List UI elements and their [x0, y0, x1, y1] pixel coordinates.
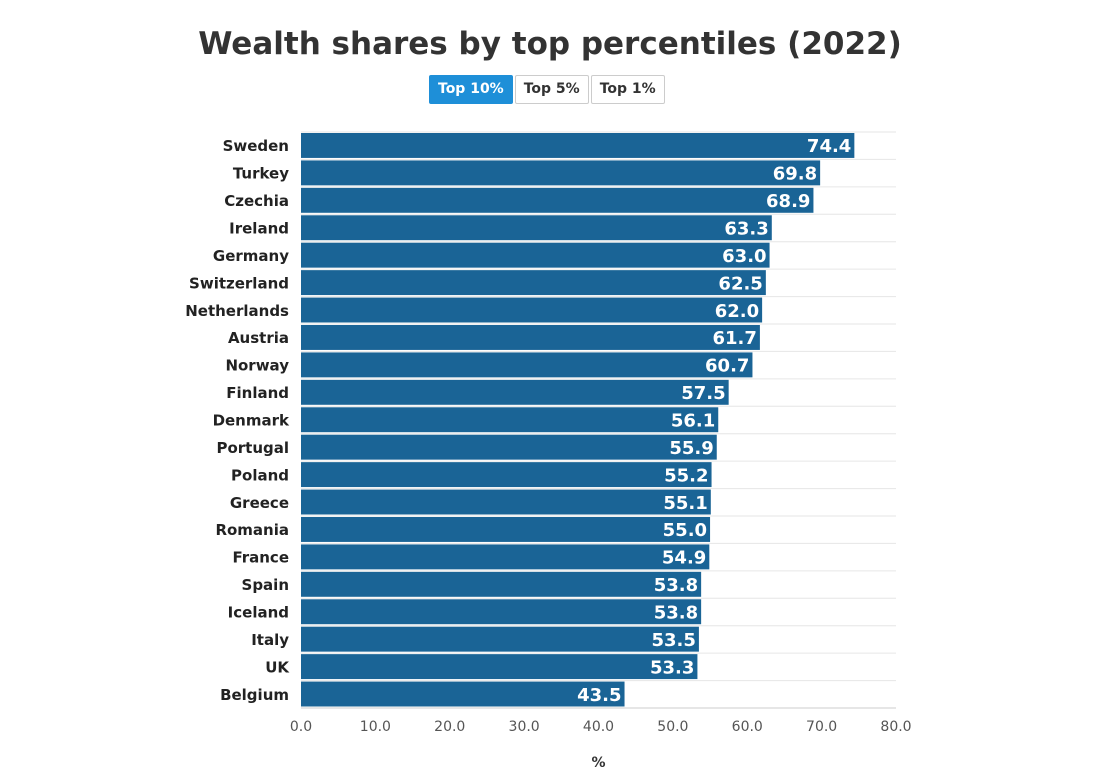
category-label: Ireland — [229, 220, 289, 238]
bar — [301, 352, 753, 378]
toggle-top-1-button[interactable]: Top 1% — [590, 75, 665, 104]
bar — [301, 160, 821, 186]
toggle-top-10-button[interactable]: Top 10% — [429, 75, 513, 104]
x-tick-label: 30.0 — [509, 719, 540, 735]
value-label: 53.3 — [650, 657, 694, 678]
category-label: Germany — [213, 247, 289, 265]
x-tick-label: 80.0 — [880, 719, 911, 735]
category-label: France — [232, 549, 289, 567]
bar — [301, 626, 699, 652]
bar — [301, 544, 710, 570]
x-tick-label: 70.0 — [806, 719, 837, 735]
bar — [301, 462, 712, 488]
value-label: 55.2 — [664, 465, 708, 486]
value-label: 62.0 — [715, 301, 759, 322]
category-label: Turkey — [233, 165, 289, 183]
toggle-top-5-button[interactable]: Top 5% — [514, 75, 589, 104]
value-label: 74.4 — [807, 136, 851, 157]
bar — [301, 379, 729, 405]
category-label: Sweden — [223, 137, 289, 155]
value-label: 56.1 — [671, 411, 715, 432]
bar — [301, 297, 763, 323]
value-label: 63.0 — [722, 246, 766, 267]
value-label: 53.8 — [654, 575, 698, 596]
bar — [301, 681, 625, 707]
bar — [301, 517, 711, 542]
category-label: Portugal — [216, 439, 289, 457]
category-labels: Sweden Turkey Czechia Ireland Germany Switzer… — [185, 137, 290, 704]
value-label: 61.7 — [712, 328, 756, 349]
bar — [301, 270, 766, 296]
bar — [301, 489, 711, 515]
value-label: 60.7 — [705, 356, 749, 377]
category-label: UK — [265, 658, 290, 676]
value-label: 53.8 — [654, 603, 698, 624]
bar — [301, 571, 702, 597]
value-label: 54.9 — [662, 548, 706, 569]
x-axis-ticks: 0.0 10.0 20.0 30.0 40.0 50.0 60.0 70.0 80.0 — [290, 707, 912, 735]
category-label: Greece — [230, 494, 289, 512]
bar — [301, 242, 770, 268]
bars — [301, 133, 855, 707]
category-label: Switzerland — [189, 274, 289, 292]
value-label: 63.3 — [724, 219, 768, 240]
value-label: 55.1 — [663, 493, 707, 514]
value-label: 43.5 — [577, 685, 621, 706]
x-axis-title: % — [591, 755, 605, 771]
bar — [301, 407, 719, 433]
category-label: Italy — [251, 631, 289, 649]
x-tick-label: 20.0 — [434, 719, 465, 735]
category-label: Netherlands — [185, 302, 289, 320]
bar — [301, 325, 760, 350]
category-label: Spain — [242, 576, 289, 594]
category-label: Czechia — [224, 192, 289, 210]
value-label: 55.0 — [663, 520, 707, 541]
value-label: 69.8 — [773, 164, 817, 185]
value-label: 57.5 — [681, 383, 725, 404]
x-tick-label: 10.0 — [360, 719, 391, 735]
value-label: 68.9 — [766, 191, 810, 212]
category-label: Belgium — [220, 686, 289, 704]
category-label: Denmark — [213, 412, 290, 430]
value-labels: 74.4 69.8 68.9 63.3 63.0 62.5 62.0 61.7 60.7 57.5… — [577, 136, 851, 706]
x-tick-label: 40.0 — [583, 719, 614, 735]
bar — [301, 654, 698, 680]
percentile-toggle-group: Top 10% Top 5% Top 1% — [429, 75, 665, 104]
bar — [301, 187, 814, 213]
value-label: 55.9 — [669, 438, 713, 459]
chart-title: Wealth shares by top percentiles (2022) — [198, 26, 902, 62]
value-label: 62.5 — [718, 273, 762, 294]
x-tick-label: 50.0 — [657, 719, 688, 735]
category-label: Romania — [215, 521, 289, 539]
category-label: Austria — [228, 329, 289, 347]
x-tick-label: 0.0 — [290, 719, 312, 735]
category-label: Iceland — [228, 604, 289, 622]
value-label: 53.5 — [651, 630, 695, 651]
bar — [301, 434, 717, 460]
x-tick-label: 60.0 — [732, 719, 763, 735]
bar — [301, 215, 772, 241]
category-label: Poland — [231, 466, 289, 484]
bar — [301, 599, 702, 625]
category-label: Finland — [226, 384, 289, 402]
category-label: Norway — [225, 357, 289, 375]
bar — [301, 133, 855, 158]
